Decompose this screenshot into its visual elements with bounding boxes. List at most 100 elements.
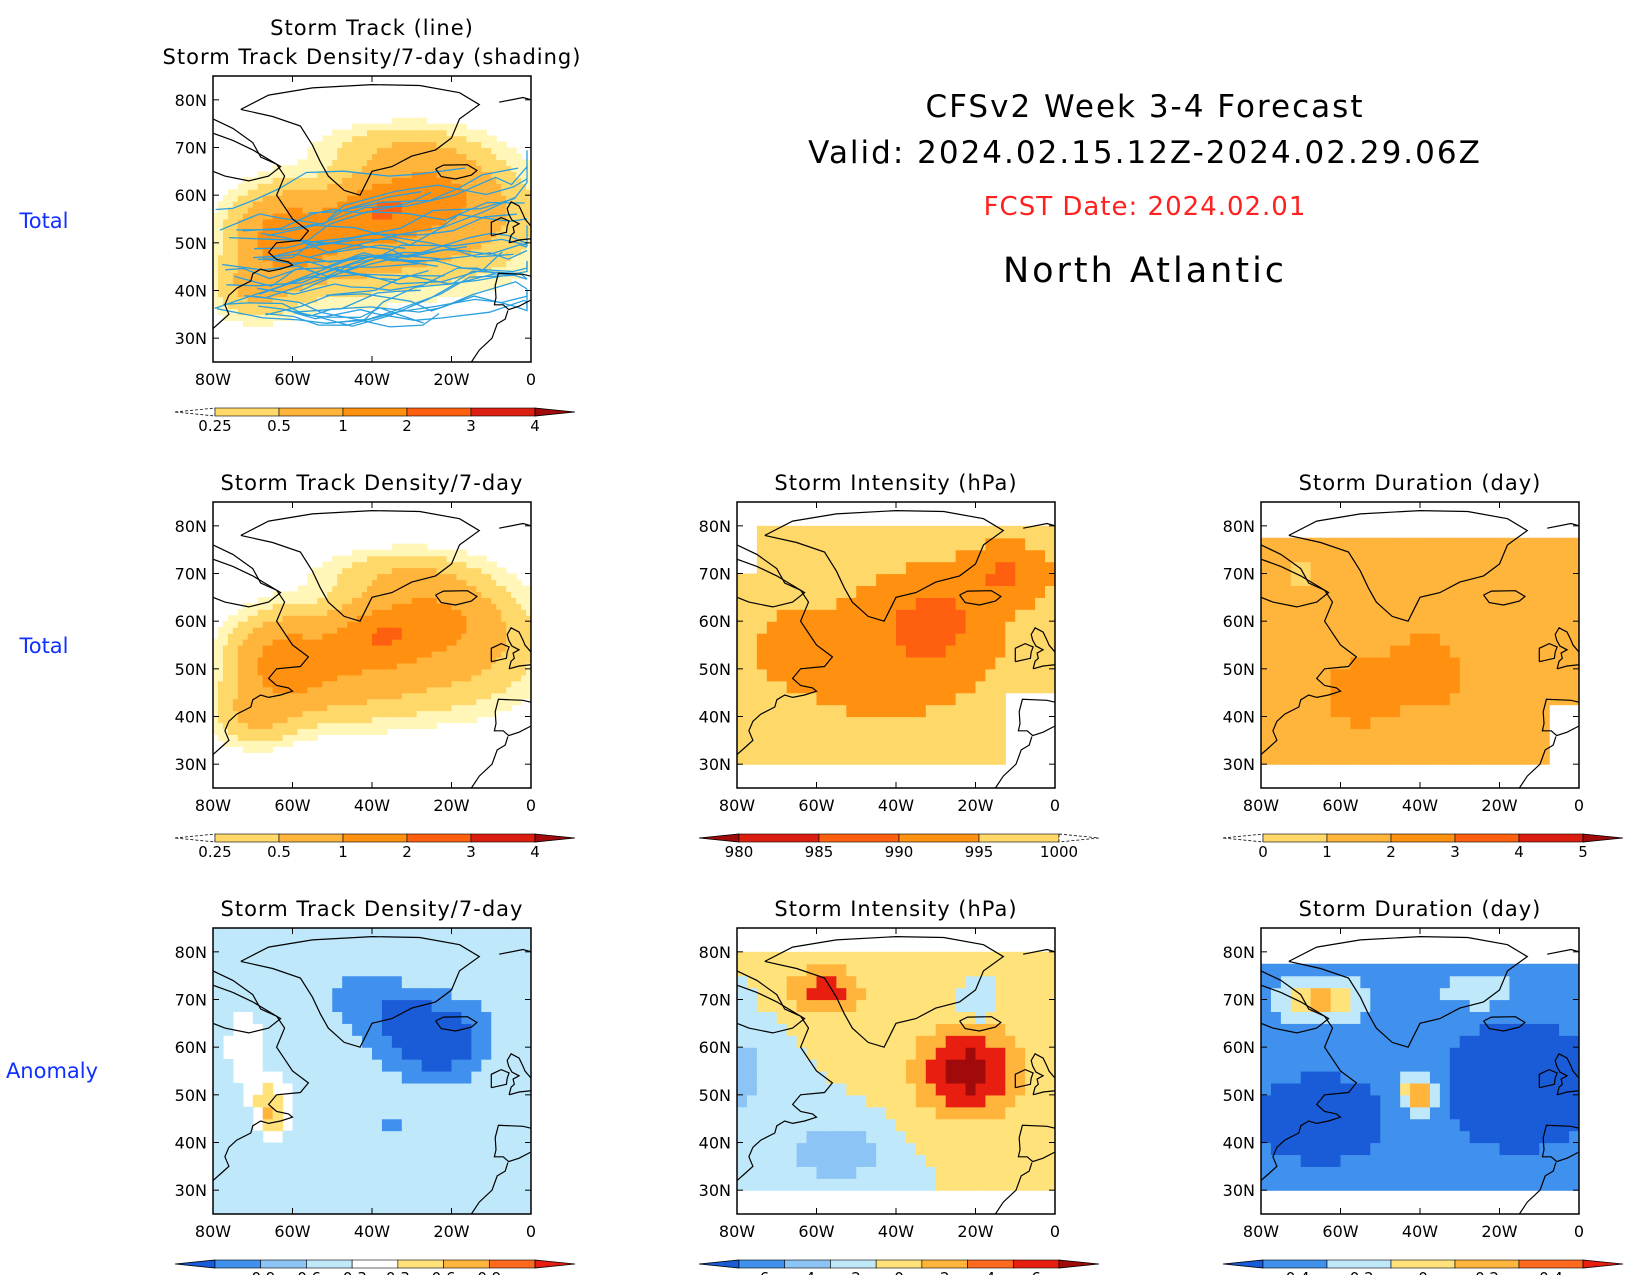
field-cell [247,290,254,298]
field-cell [267,195,274,202]
field-cell [985,680,996,694]
field-cell [376,266,383,274]
field-cell [257,230,264,238]
field-cell [461,549,468,557]
field-cell [257,603,264,610]
field-cell [786,668,798,682]
field-cell [342,278,348,286]
field-cell [396,260,403,268]
field-cell [1320,549,1332,563]
field-cell [267,674,274,682]
field-cell [985,704,996,718]
field-cell [237,260,244,268]
field-cell [337,645,343,652]
field-cell [985,752,996,765]
field-cell [1529,573,1540,587]
field-cell [287,734,294,741]
field-cell [257,627,264,634]
field-cell [866,561,877,575]
field-cell [466,236,472,244]
field-cell [1290,585,1302,598]
field-cell [287,692,294,700]
field-cell [362,627,368,634]
field-cell [915,525,927,539]
field-cell [965,728,977,741]
field-cell [237,722,244,730]
field-cell [1539,680,1550,694]
field-cell [1270,597,1282,610]
field-cell [441,656,448,664]
field-cell [332,135,338,143]
field-cell [1499,716,1511,730]
field-cell [486,656,492,664]
field-cell [401,219,408,226]
field-cell [1489,728,1501,741]
field-cell [1519,549,1530,563]
field-cell [471,597,477,604]
field-cell [756,609,768,622]
field-cell [332,656,338,664]
field-cell [1539,668,1550,682]
field-cell [451,603,458,610]
panel-field [1261,509,1579,788]
field-cell [411,633,418,640]
field-cell [262,177,269,184]
field-cell [456,549,463,557]
field-cell [342,710,348,718]
field-cell [386,236,393,244]
field-cell [302,639,309,646]
field-cell [406,201,413,208]
field-cell [302,716,309,724]
field-cell [406,207,413,214]
field-cell [786,740,798,753]
field-cell [367,290,373,298]
field-cell [476,135,482,143]
field-cell [1310,704,1322,718]
field-cell [232,290,239,298]
field-cell [491,615,497,622]
field-cell [292,704,299,712]
field-cell [746,752,758,765]
field-cell [526,189,531,196]
field-cell [1290,704,1302,718]
field-cell [426,662,433,670]
field-cell [217,201,224,208]
field-cell [317,296,323,304]
field-cell [386,183,393,190]
colorbar-high-arrow [534,407,576,417]
field-cell [332,650,338,658]
field-cell [1439,645,1451,658]
field-cell [451,555,458,563]
field-cell [526,639,531,646]
field-cell [381,284,388,292]
field-cell [846,740,857,753]
field-cell [1499,609,1511,622]
field-cell [496,153,502,161]
field-cell [372,219,378,226]
field-cell [347,177,353,184]
field-cell [337,603,343,610]
field-cell [396,597,403,604]
field-cell [416,153,423,161]
field-cell [471,621,477,628]
field-cell [252,308,259,315]
field-cell [367,165,373,172]
field-cell [257,224,264,232]
field-cell [277,627,284,634]
field-cell [327,674,333,682]
field-cell [406,189,413,196]
field-cell [481,278,487,286]
field-cell [411,573,418,581]
field-cell [776,728,788,741]
field-cell [317,171,323,178]
field-cell [486,561,492,569]
field-cell [1479,549,1491,563]
field-cell [416,278,423,286]
field-cell [272,302,279,309]
panel-title: Storm Duration (day) [1299,471,1542,495]
field-cell [521,219,527,226]
field-cell [327,698,333,706]
field-cell [886,740,897,753]
field-cell [1529,645,1540,658]
field-cell [471,284,477,292]
